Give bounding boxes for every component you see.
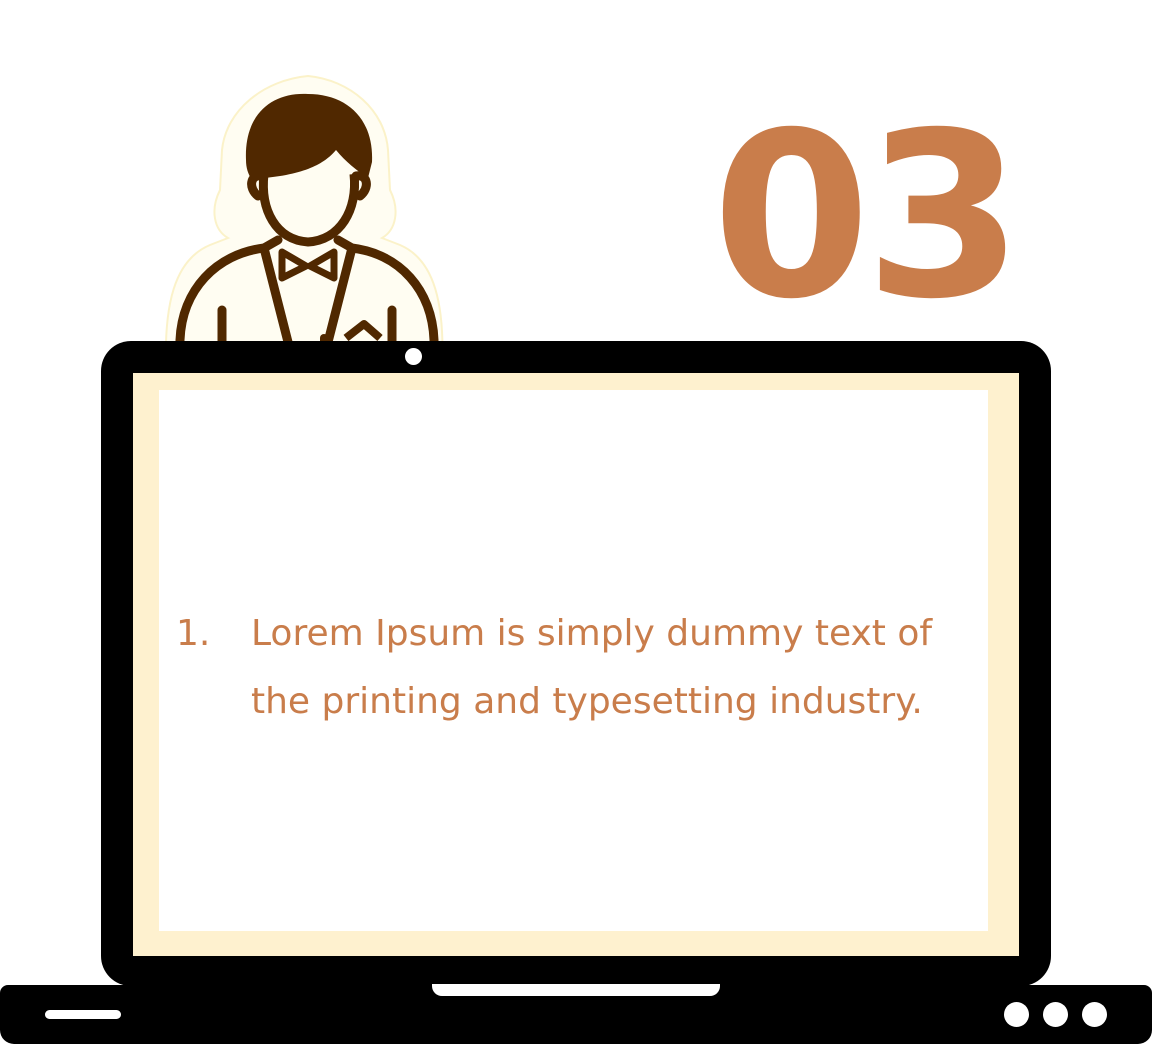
- waiter-icon: [164, 74, 444, 375]
- list-item: 1. Lorem Ipsum is simply dummy text of t…: [176, 600, 976, 736]
- laptop-screen: [159, 390, 988, 931]
- laptop-base-notch: [432, 984, 720, 996]
- list-item-marker: 1.: [176, 613, 211, 654]
- slide-number: 03: [712, 83, 1023, 349]
- webcam-dot: [405, 348, 422, 365]
- list-item-text: Lorem Ipsum is simply dummy text of the …: [251, 613, 933, 722]
- laptop-indicator-dot: [1043, 1002, 1068, 1027]
- laptop-base-slot: [45, 1010, 121, 1019]
- laptop-indicator-dot: [1004, 1002, 1029, 1027]
- numbered-list: 1. Lorem Ipsum is simply dummy text of t…: [176, 600, 976, 736]
- laptop-indicator-dot: [1082, 1002, 1107, 1027]
